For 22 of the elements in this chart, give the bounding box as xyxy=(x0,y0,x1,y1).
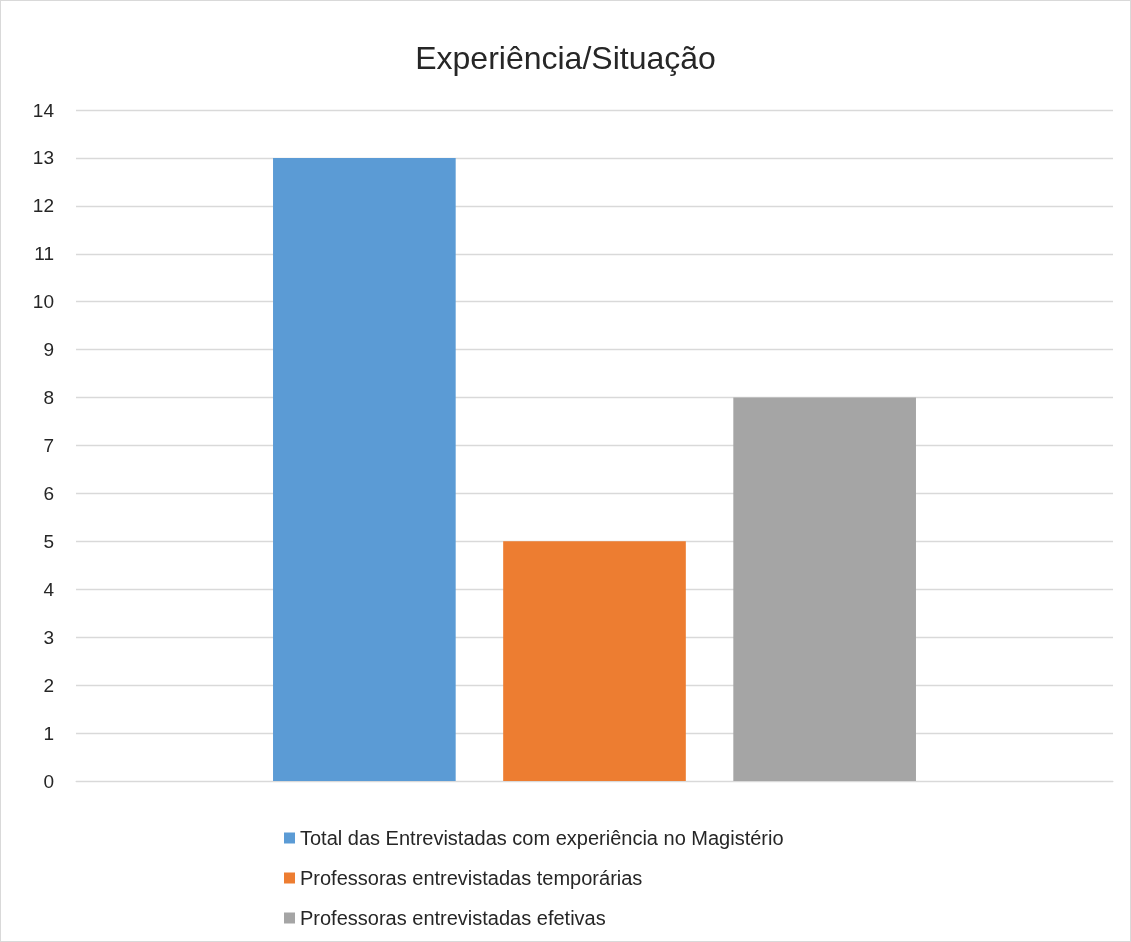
y-tick-label: 3 xyxy=(43,626,54,648)
bar xyxy=(733,397,916,781)
legend-label: Professoras entrevistadas efetivas xyxy=(300,907,606,929)
y-tick-label: 7 xyxy=(43,435,54,456)
y-tick-label: 1 xyxy=(43,722,54,744)
y-tick-label: 9 xyxy=(43,339,54,361)
bar xyxy=(273,157,456,781)
y-tick-label: 8 xyxy=(43,387,54,409)
y-tick-label: 0 xyxy=(43,770,54,792)
y-tick-label: 14 xyxy=(32,99,55,121)
legend-label: Professoras entrevistadas temporárias xyxy=(300,867,643,889)
y-tick-label: 6 xyxy=(43,482,54,504)
y-tick-label: 10 xyxy=(32,291,54,313)
chart-title: Experiência/Situação xyxy=(415,40,716,76)
bar xyxy=(503,541,686,781)
y-tick-label: 13 xyxy=(32,147,54,169)
y-tick-label: 2 xyxy=(43,674,54,696)
legend-label: Total das Entrevistadas com experiência no Magistério xyxy=(300,827,784,849)
y-tick-label: 5 xyxy=(43,530,54,552)
y-tick-label: 11 xyxy=(34,243,54,265)
y-tick-label: 12 xyxy=(32,195,54,217)
y-tick-label: 4 xyxy=(43,578,55,600)
